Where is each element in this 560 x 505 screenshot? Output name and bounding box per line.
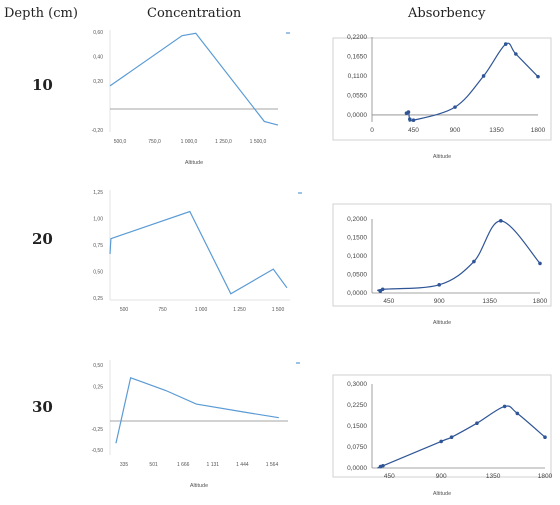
conc-y-tick-label: 0,60 [93, 30, 103, 36]
abs-y-tick-label: 0,2250 [347, 402, 367, 409]
abs-x-tick-label: 1800 [538, 473, 553, 480]
abs-x-tick-label: 900 [450, 127, 461, 134]
conc-y-tick-label: -0,50 [92, 448, 104, 454]
conc-x-tick-label: 1 000 [195, 307, 208, 313]
conc-series-line [109, 32, 279, 126]
abs-y-tick-label: 0,0000 [347, 112, 367, 119]
conc-x-tick-label: 1 250 [233, 307, 246, 313]
conc-x-tick-label: 1 000,0 [181, 139, 198, 145]
conc-x-tick-label: 1 131 [207, 462, 220, 468]
conc-series-line [109, 210, 288, 295]
abs-x-tick-label: 900 [434, 298, 445, 305]
abs-data-point [538, 261, 542, 266]
abs-x-tick-label: 900 [436, 473, 447, 480]
depth-header: Depth (cm) [4, 6, 78, 21]
abs-x-tick-label: 1800 [533, 298, 548, 305]
abs-y-tick-label: 0,1100 [348, 73, 368, 80]
abs-data-point [536, 74, 540, 79]
depth-label-10: 10 [32, 76, 53, 94]
abs-data-point [408, 117, 412, 121]
abs-y-tick-label: 0,0500 [347, 272, 367, 279]
conc-y-tick-label: -0,25 [92, 427, 104, 433]
abs-data-point [514, 52, 518, 56]
abs-data-point [472, 259, 476, 264]
abs-y-tick-label: 0,0000 [347, 465, 367, 472]
conc-x-tick-label: 501 [149, 462, 158, 468]
conc-x-tick-label: 750,0 [148, 139, 161, 145]
conc-x-tick-label: 500,0 [114, 139, 127, 145]
abs-x-tick-label: 1350 [482, 298, 497, 305]
abs-data-point [502, 404, 507, 409]
conc-x-tick-label: 1 500 [272, 307, 285, 313]
abs-x-tick-label: 1800 [531, 127, 546, 134]
conc-y-tick-label: 0,25 [93, 384, 103, 390]
abs-y-tick-label: 0,2000 [347, 216, 367, 223]
conc-y-tick-label: 0,40 [93, 55, 103, 61]
abs-data-point [381, 463, 385, 468]
abs-y-tick-label: 0,1000 [347, 253, 367, 260]
conc-x-tick-label: 335 [120, 462, 129, 468]
conc-y-tick-label: 1,00 [93, 217, 103, 223]
conc-series-line [115, 376, 279, 444]
abs-y-tick-label: 0,3000 [347, 381, 367, 388]
conc-x-axis-label: Altitude [190, 483, 208, 489]
conc-x-tick-label: 1 666 [177, 462, 190, 468]
conc-x-tick-label: 500 [120, 307, 129, 313]
abs-data-point [499, 219, 503, 223]
abs-x-axis-label: Altitude [433, 491, 451, 497]
abs-x-tick-label: 450 [384, 473, 395, 480]
abs-x-tick-label: 450 [408, 127, 419, 134]
concentration-header: Concentration [147, 6, 242, 21]
abs-y-tick-label: 0,1650 [347, 53, 367, 60]
conc-y-tick-label: 1,25 [93, 190, 103, 196]
abs-data-point [475, 421, 479, 426]
abs-x-tick-label: 0 [370, 127, 374, 134]
conc-x-tick-label: 1 564 [266, 462, 279, 468]
abs-data-point [449, 435, 454, 440]
conc-x-tick-label: 1 444 [236, 462, 249, 468]
abs-y-tick-label: 0,0550 [347, 92, 367, 99]
abs-data-point [439, 439, 444, 444]
conc-y-tick-label: -0,20 [92, 128, 104, 134]
conc-x-tick-label: 1 250,0 [215, 139, 232, 145]
abs-data-point [481, 74, 486, 78]
depth-label-20: 20 [32, 230, 53, 248]
conc-y-tick-label: 0,50 [93, 270, 103, 276]
abs-x-tick-label: 1350 [489, 127, 504, 134]
abs-frame [332, 374, 552, 478]
abs-x-axis-label: Altitude [433, 320, 451, 326]
abs-data-point [406, 110, 411, 114]
abs-data-point [503, 42, 508, 46]
abs-series-line [377, 220, 541, 292]
conc-x-tick-label: 1 500,0 [250, 139, 267, 145]
conc-x-tick-label: 750 [158, 307, 167, 313]
abs-y-tick-label: 0,1500 [347, 235, 367, 242]
abs-y-tick-label: 0,0750 [347, 444, 367, 451]
conc-y-tick-label: 0,20 [93, 79, 103, 85]
abs-series-line [406, 42, 539, 122]
abs-frame [332, 203, 552, 307]
abs-data-point [453, 105, 457, 109]
conc-y-tick-label: 0,50 [93, 363, 103, 369]
abs-data-point [437, 283, 442, 287]
conc-y-tick-label: 0,75 [93, 243, 103, 249]
abs-y-tick-label: 0,2200 [347, 34, 367, 41]
abs-x-axis-label: Altitude [433, 154, 451, 160]
depth-label-30: 30 [32, 398, 53, 416]
abs-y-tick-label: 0,1500 [347, 423, 367, 430]
abs-x-tick-label: 450 [383, 298, 394, 305]
abs-y-tick-label: 0,0000 [347, 290, 367, 297]
absorbency-header: Absorbency [408, 6, 486, 21]
abs-data-point [543, 435, 547, 440]
abs-series-line [377, 405, 546, 469]
abs-data-point [515, 411, 520, 416]
abs-data-point [380, 287, 385, 292]
abs-data-point [411, 118, 416, 123]
abs-frame [332, 37, 552, 141]
abs-x-tick-label: 1350 [486, 473, 501, 480]
conc-y-tick-label: 0,25 [93, 296, 103, 302]
conc-x-axis-label: Altitude [185, 160, 203, 166]
